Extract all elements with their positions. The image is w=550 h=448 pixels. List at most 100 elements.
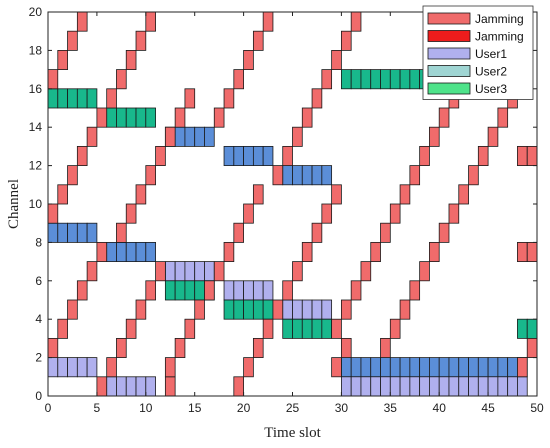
x-tick-label-1: 5 xyxy=(94,401,101,415)
cell-series-1-18 xyxy=(252,280,264,301)
cell-series-1-31 xyxy=(399,376,411,397)
cell-series-1-16 xyxy=(233,280,245,301)
cell-series-1-22 xyxy=(301,299,313,320)
cell-series-3-100 xyxy=(487,126,499,147)
cell-series-0-13 xyxy=(194,126,205,147)
cell-series-0-17 xyxy=(243,145,254,166)
cell-series-0-7 xyxy=(125,241,137,262)
cell-series-3-7 xyxy=(76,145,88,166)
x-tick-label-5: 25 xyxy=(286,401,300,415)
cell-series-2-24 xyxy=(321,318,333,339)
cell-series-0-24 xyxy=(321,165,333,186)
cell-series-3-33 xyxy=(164,126,176,147)
cell-series-2-32 xyxy=(409,69,421,90)
cell-series-0-42 xyxy=(507,357,518,378)
cell-series-3-49 xyxy=(233,69,245,90)
cell-series-3-15 xyxy=(86,261,98,282)
cell-series-1-20 xyxy=(282,299,293,320)
cell-series-3-69 xyxy=(321,69,333,90)
cell-series-3-26 xyxy=(135,30,147,51)
cell-series-2-6 xyxy=(116,107,127,128)
cell-series-3-43 xyxy=(223,241,235,262)
cell-series-0-25 xyxy=(340,357,352,378)
cell-series-3-71 xyxy=(340,30,352,51)
ticks-layer: 0 5 10 15 20 25 30 35 40 45 50 0 2 4 6 8 10 12 14 16 18 20 xyxy=(29,5,544,415)
legend-label-4: User3 xyxy=(475,82,507,96)
cell-series-3-64 xyxy=(272,165,284,186)
x-tick-label-8: 40 xyxy=(433,401,447,415)
cell-series-1-32 xyxy=(409,376,421,397)
cell-series-0-14 xyxy=(204,126,215,147)
cell-series-2-30 xyxy=(389,69,401,90)
cell-series-3-25 xyxy=(125,50,137,71)
cell-series-0-28 xyxy=(370,357,381,378)
cell-series-2-17 xyxy=(243,299,254,320)
y-tick-label-5: 10 xyxy=(29,197,43,211)
cell-series-1-23 xyxy=(311,299,323,320)
cell-series-0-34 xyxy=(429,357,440,378)
cell-series-3-31 xyxy=(145,165,156,186)
y-tick-label-6: 12 xyxy=(29,159,43,173)
cell-series-3-8 xyxy=(86,126,98,147)
cell-series-0-21 xyxy=(292,165,303,186)
cell-series-3-97 xyxy=(458,184,469,205)
cell-series-3-78 xyxy=(380,222,391,243)
cell-series-3-24 xyxy=(116,69,127,90)
cell-series-2-28 xyxy=(370,69,381,90)
cell-series-3-37 xyxy=(164,357,176,378)
cell-series-1-12 xyxy=(184,261,196,282)
cell-series-0-11 xyxy=(174,126,186,147)
cell-series-2-25 xyxy=(340,69,352,90)
cell-series-3-107 xyxy=(517,241,528,262)
cell-series-1-6 xyxy=(116,376,127,397)
cell-series-1-43 xyxy=(517,376,528,397)
cell-series-2-31 xyxy=(399,69,411,90)
cell-series-3-105 xyxy=(517,357,528,378)
cell-series-1-33 xyxy=(419,376,430,397)
cell-series-3-79 xyxy=(389,203,401,224)
x-tick-label-4: 20 xyxy=(237,401,251,415)
cell-series-1-37 xyxy=(458,376,469,397)
cell-series-1-4 xyxy=(86,357,98,378)
cell-series-3-91 xyxy=(399,299,411,320)
cell-series-3-99 xyxy=(477,145,489,166)
cell-series-3-110 xyxy=(526,145,538,166)
cell-series-3-84 xyxy=(438,107,450,128)
cell-series-1-36 xyxy=(448,376,460,397)
cell-series-0-20 xyxy=(282,165,293,186)
cell-series-3-40 xyxy=(194,299,205,320)
cell-series-2-20 xyxy=(282,318,293,339)
cell-series-3-90 xyxy=(389,318,401,339)
y-tick-label-10: 20 xyxy=(29,5,43,19)
cell-series-2-9 xyxy=(145,107,156,128)
cell-series-3-73 xyxy=(331,318,342,339)
cell-series-3-51 xyxy=(252,30,264,51)
cell-series-0-19 xyxy=(262,145,274,166)
cell-series-2-23 xyxy=(311,318,323,339)
cell-series-3-62 xyxy=(321,203,333,224)
cell-series-1-1 xyxy=(57,357,68,378)
cell-series-0-2 xyxy=(67,222,78,243)
cell-series-3-34 xyxy=(174,107,186,128)
cell-series-2-13 xyxy=(194,280,205,301)
cell-series-3-70 xyxy=(331,50,342,71)
cell-series-0-31 xyxy=(399,357,411,378)
cell-series-3-5 xyxy=(57,184,68,205)
cell-series-1-38 xyxy=(468,376,479,397)
cell-series-3-80 xyxy=(399,184,411,205)
cell-series-3-47 xyxy=(213,107,225,128)
cell-series-3-61 xyxy=(311,222,323,243)
cell-series-3-23 xyxy=(155,261,166,282)
cell-series-3-14 xyxy=(76,280,88,301)
y-axis-title: Channel xyxy=(6,179,22,229)
cell-series-3-63 xyxy=(331,184,342,205)
legend-label-1: Jamming xyxy=(475,30,524,44)
cell-series-1-41 xyxy=(497,376,509,397)
cell-series-0-32 xyxy=(409,357,421,378)
cell-series-3-75 xyxy=(350,280,362,301)
cell-series-0-23 xyxy=(311,165,323,186)
cell-series-1-19 xyxy=(262,280,274,301)
cell-series-0-8 xyxy=(135,241,147,262)
cell-series-3-6 xyxy=(67,165,78,186)
cell-series-0-33 xyxy=(419,357,430,378)
